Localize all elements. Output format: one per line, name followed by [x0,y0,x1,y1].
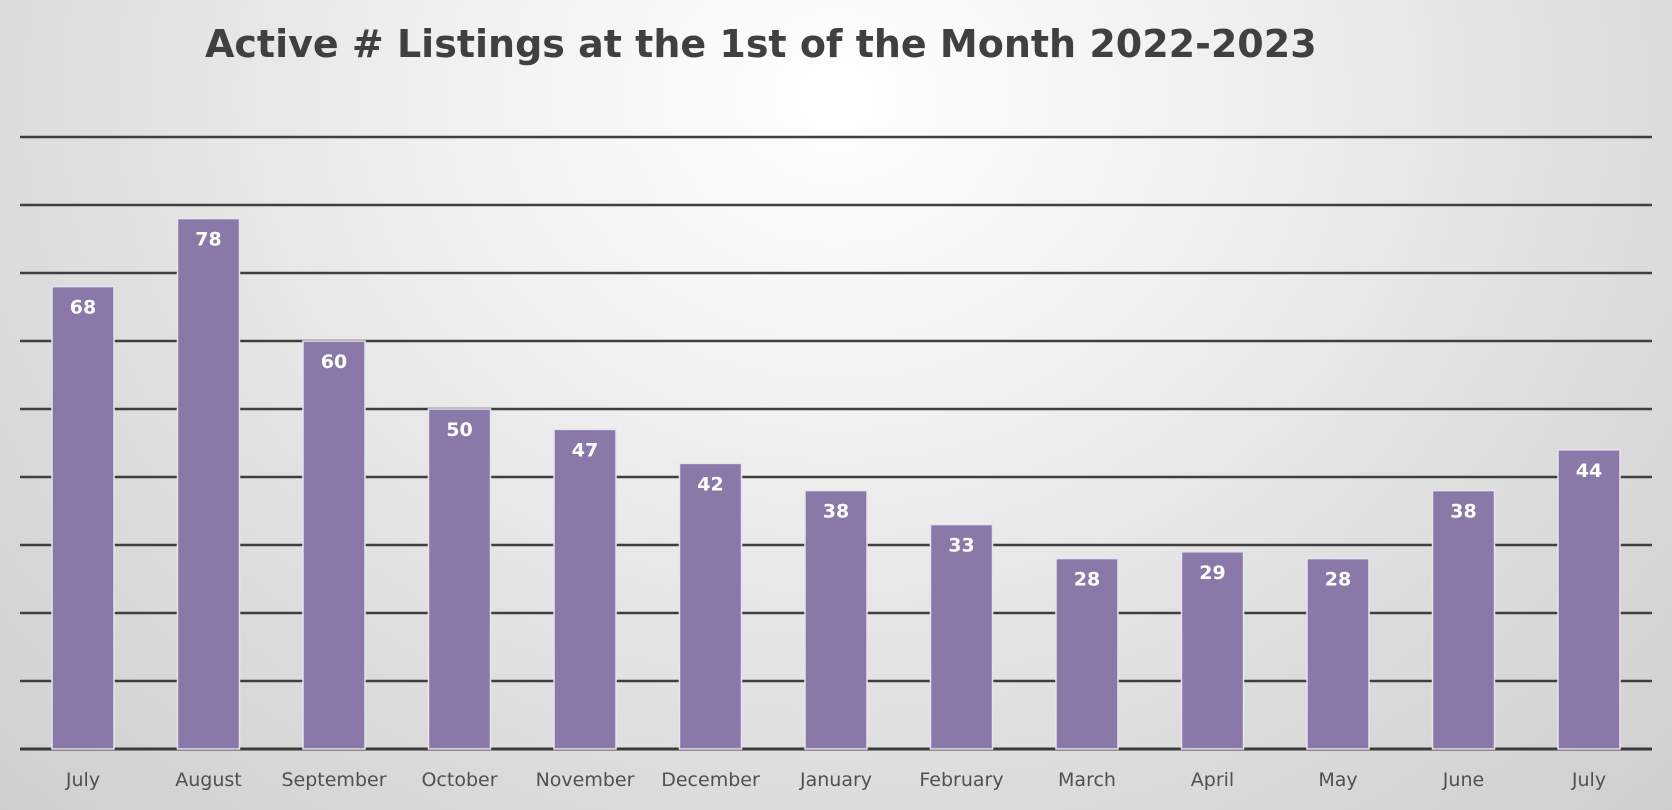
x-tick-label: March [1058,769,1116,791]
x-tick-label: July [1571,769,1606,791]
data-labels: 68 78 60 50 47 42 38 33 28 29 28 38 44 [70,229,1602,591]
bar [553,428,617,750]
bar [929,523,994,750]
data-label: 50 [446,419,472,441]
x-tick-label: September [281,769,386,791]
x-tick-label: October [421,769,497,791]
data-label: 44 [1576,460,1602,482]
bar [1557,449,1621,750]
data-label: 29 [1199,562,1225,584]
x-axis-tick-labels: July August September October November Decemb… [65,769,1606,791]
bars [51,217,1621,750]
data-label: 38 [1450,501,1476,523]
x-tick-label: May [1318,769,1357,791]
data-label: 33 [948,535,974,557]
data-label: 38 [823,501,849,523]
bar [678,462,743,750]
data-label: 78 [195,229,221,251]
bar [1306,557,1370,750]
bar [427,408,492,750]
x-tick-label: July [65,769,100,791]
x-tick-label: April [1191,769,1234,791]
x-tick-label: February [919,769,1003,791]
bar [176,217,241,750]
data-label: 28 [1325,569,1351,591]
data-label: 42 [697,473,723,495]
x-tick-label: June [1442,769,1484,791]
data-label: 28 [1074,569,1100,591]
bar [302,340,366,750]
chart-title: Active # Listings at the 1st of the Mont… [205,22,1317,66]
x-tick-label: August [175,769,242,791]
x-tick-label: December [661,769,760,791]
bar [804,489,868,750]
gridlines [20,135,1652,751]
bar [51,285,115,750]
x-tick-label: January [799,769,872,791]
x-tick-label: November [536,769,635,791]
data-label: 68 [70,297,96,319]
data-label: 60 [321,351,347,373]
bar [1055,557,1119,750]
bar [1180,551,1245,750]
data-label: 47 [572,439,598,461]
bar [1431,489,1496,750]
